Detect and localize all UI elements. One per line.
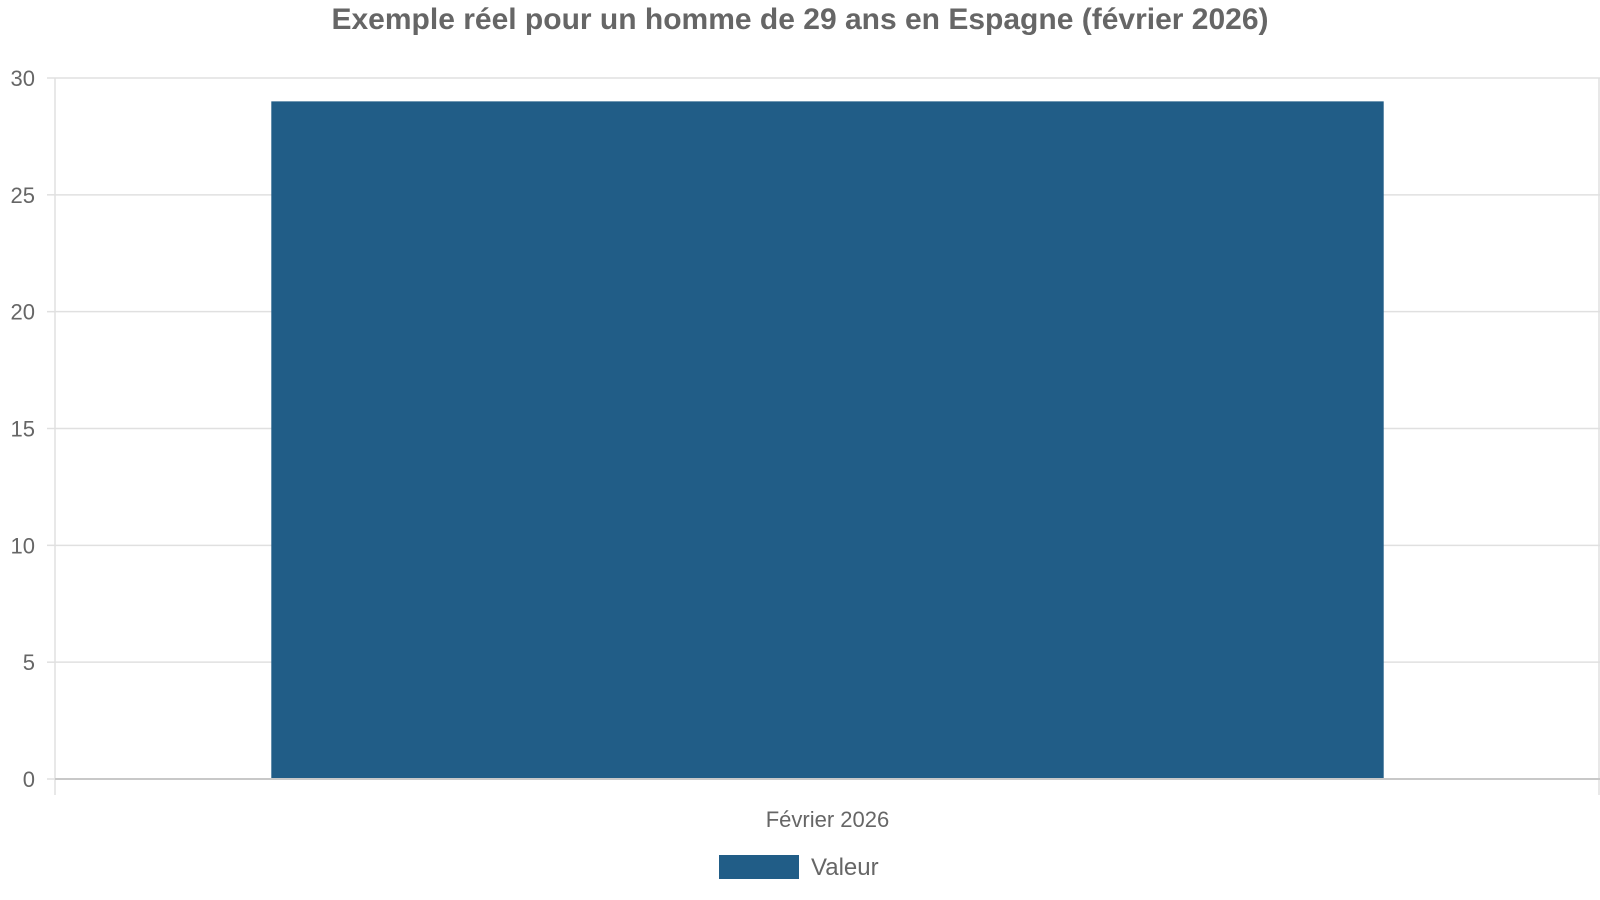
y-tick-label: 0 [23,767,35,792]
chart-title: Exemple réel pour un homme de 29 ans en … [331,3,1269,36]
y-tick-label: 5 [23,650,35,675]
y-tick-label: 15 [11,417,35,442]
legend[interactable]: Valeur [719,854,879,881]
legend-label[interactable]: Valeur [811,854,879,881]
y-tick-label: 20 [11,300,35,325]
bars [271,101,1384,779]
x-tick-label: Février 2026 [766,807,890,832]
y-tick-label: 25 [11,183,35,208]
x-axis-ticks: Février 2026 [766,807,890,832]
y-axis-ticks: 0 5 10 15 20 25 30 [11,66,55,792]
axes [54,78,1600,795]
y-tick-label: 10 [11,533,35,558]
y-tick-label: 30 [11,66,35,91]
legend-swatch[interactable] [719,855,799,879]
bar-février-2026[interactable] [271,101,1384,779]
